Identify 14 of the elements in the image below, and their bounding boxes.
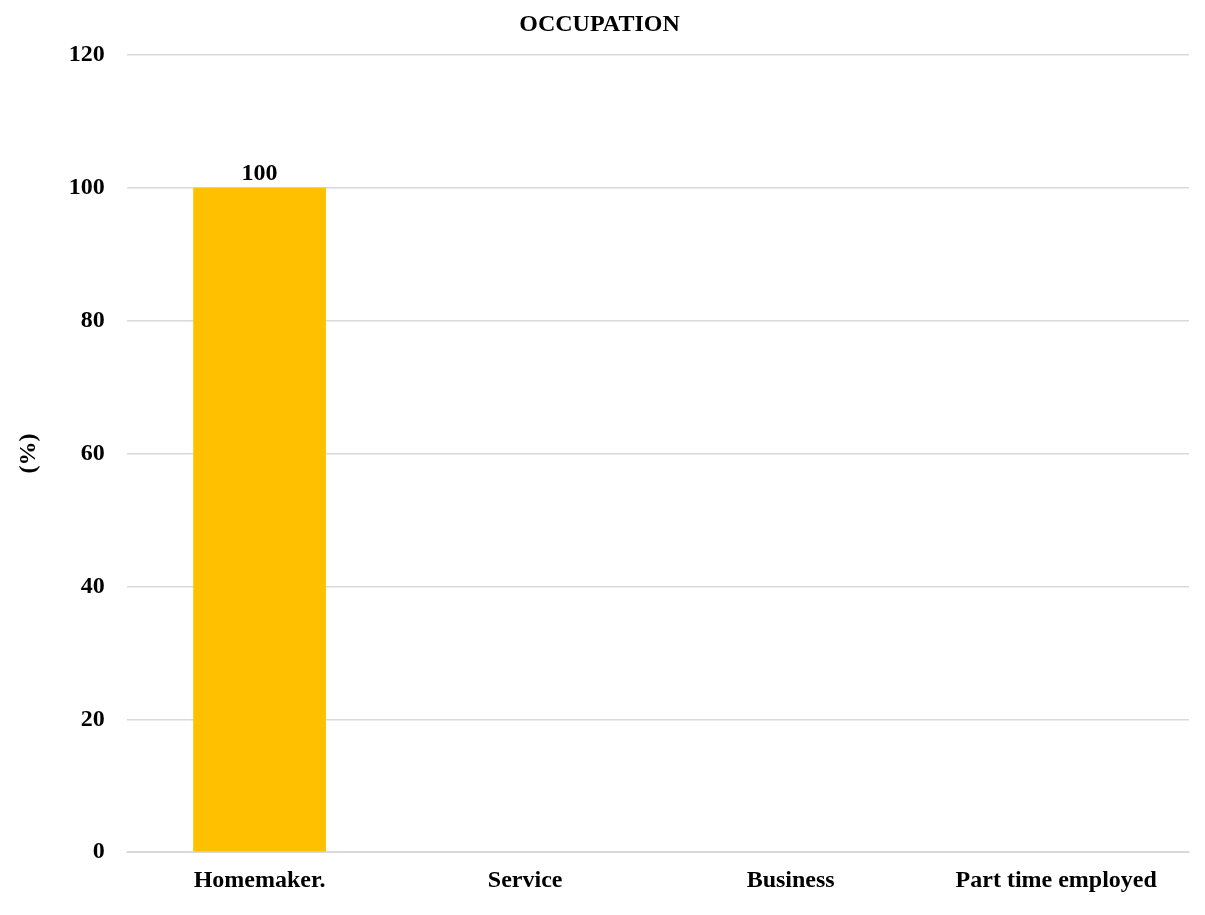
data-label: 100	[241, 158, 278, 185]
y-tick-label: 80	[80, 305, 105, 332]
y-tick-label: 60	[80, 438, 105, 465]
y-tick-label: 120	[68, 40, 105, 66]
x-tick-label: Service	[487, 865, 563, 892]
y-tick-label: 20	[80, 704, 105, 731]
chart-title: OCCUPATION	[519, 9, 681, 36]
x-tick-label: Part time employed	[955, 865, 1158, 892]
x-tick-label: Homemaker.	[193, 865, 326, 892]
y-axis-title: (%)	[13, 433, 40, 474]
x-tick-label: Business	[746, 865, 835, 892]
y-tick-label: 40	[80, 571, 105, 598]
y-tick-label: 0	[92, 837, 105, 864]
y-tick-label: 100	[68, 172, 105, 199]
